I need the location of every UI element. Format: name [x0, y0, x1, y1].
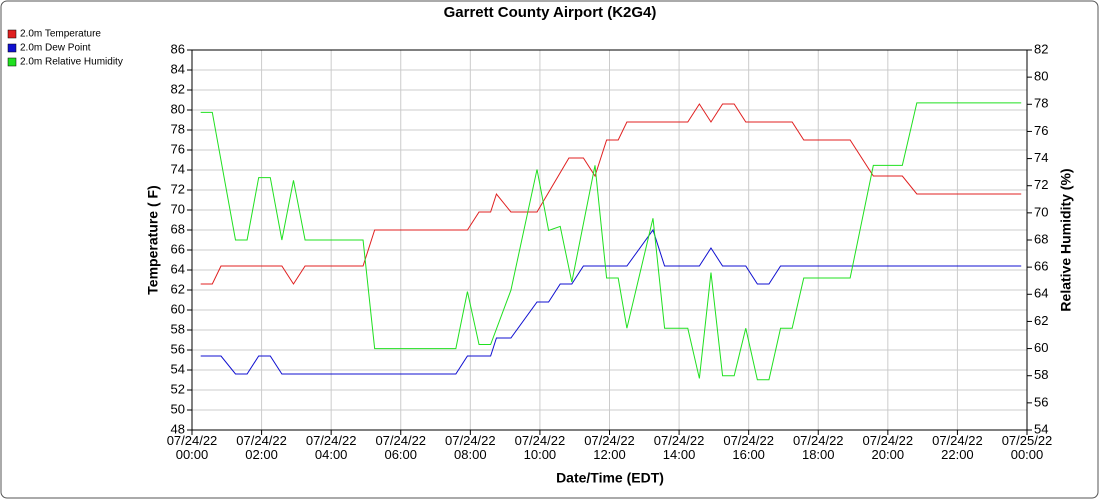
series-line: [200, 102, 1022, 381]
x-tick-label: 07/24/22 00:00: [166, 433, 218, 462]
x-tick-label: 07/24/22 02:00: [236, 433, 287, 462]
x-tick-label: 07/24/22 22:00: [932, 433, 983, 462]
x-tick-label: 07/24/22 20:00: [862, 433, 914, 462]
y2-tick-label: 74: [1034, 150, 1048, 165]
y-tick-label: 54: [171, 361, 185, 376]
x-tick-label: 07/25/22 00:00: [1001, 433, 1053, 462]
series-line: [200, 228, 1022, 375]
x-axis-label: Date/Time (EDT): [556, 470, 664, 486]
plot-border: [191, 49, 1028, 431]
x-tick-label: 07/24/22 10:00: [514, 433, 566, 462]
legend-swatch: [7, 43, 17, 53]
y-tick-label: 70: [171, 201, 185, 216]
y-tick-label: 62: [171, 281, 185, 296]
series-line: [200, 103, 1022, 285]
y-tick-label: 48: [171, 421, 185, 436]
y2-tick-label: 64: [1034, 286, 1048, 301]
y2-tick-label: 58: [1034, 367, 1048, 382]
x-tick-label: 07/24/22 14:00: [653, 433, 705, 462]
y2-tick-label: 80: [1034, 69, 1048, 84]
y2-tick-label: 82: [1034, 41, 1048, 56]
y2-tick-label: 60: [1034, 340, 1048, 355]
y-tick-label: 58: [171, 321, 185, 336]
chart-title: Garrett County Airport (K2G4): [444, 4, 657, 21]
y2-tick-label: 54: [1034, 421, 1048, 436]
y-tick-label: 74: [171, 161, 185, 176]
legend-label: 2.0m Temperature: [20, 29, 101, 40]
x-tick-label: 07/24/22 08:00: [445, 433, 496, 462]
y-tick-label: 84: [171, 61, 185, 76]
y-tick-label: 82: [171, 81, 185, 96]
y2-tick-label: 66: [1034, 259, 1048, 274]
x-tick-label: 07/24/22 06:00: [375, 433, 427, 462]
y-tick-label: 86: [171, 41, 185, 56]
y-tick-label: 68: [171, 221, 185, 236]
y2-axis-label: Relative Humidity (%): [1058, 168, 1074, 311]
y-tick-label: 64: [171, 261, 185, 276]
y-tick-label: 50: [171, 401, 185, 416]
y2-tick-label: 70: [1034, 204, 1048, 219]
x-tick-label: 07/24/22 16:00: [723, 433, 774, 462]
y-tick-label: 60: [171, 301, 185, 316]
y2-tick-label: 72: [1034, 177, 1048, 192]
y-tick-label: 72: [171, 181, 185, 196]
x-tick-label: 07/24/22 12:00: [584, 433, 635, 462]
legend-label: 2.0m Dew Point: [20, 43, 91, 54]
x-tick-label: 07/24/22 18:00: [792, 433, 844, 462]
y-tick-label: 56: [171, 341, 185, 356]
y-tick-label: 78: [171, 121, 185, 136]
y2-tick-label: 78: [1034, 96, 1048, 111]
x-tick-label: 07/24/22 04:00: [305, 433, 357, 462]
y-axis-label: Temperature ( F): [145, 185, 161, 294]
y2-tick-label: 62: [1034, 313, 1048, 328]
y2-tick-label: 76: [1034, 123, 1048, 138]
y2-tick-label: 56: [1034, 394, 1048, 409]
legend-label: 2.0m Relative Humidity: [20, 57, 123, 68]
y-tick-label: 76: [171, 141, 185, 156]
y-tick-label: 52: [171, 381, 185, 396]
legend-swatch: [7, 57, 17, 67]
y2-tick-label: 68: [1034, 231, 1048, 246]
y-tick-label: 66: [171, 241, 185, 256]
y-tick-label: 80: [171, 101, 185, 116]
legend-swatch: [7, 29, 17, 39]
